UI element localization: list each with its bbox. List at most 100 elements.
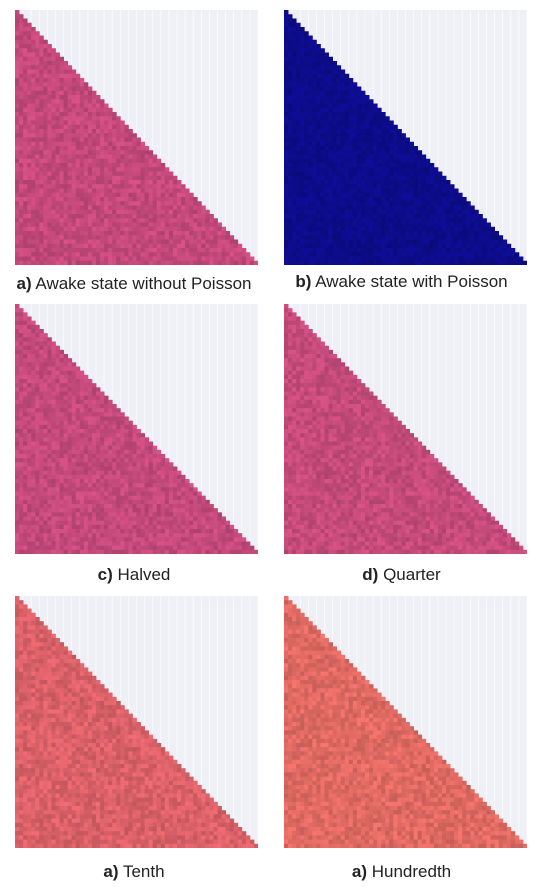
- heatmap-cell: [160, 470, 166, 476]
- heatmap-cell: [441, 192, 447, 198]
- heatmap-cell: [43, 239, 48, 245]
- heatmap-cell: [23, 483, 28, 488]
- heatmap-cell: [79, 445, 85, 451]
- heatmap-cell: [27, 479, 32, 484]
- heatmap-cell: [140, 184, 145, 189]
- heatmap-cell: [96, 146, 101, 151]
- heatmap-cell: [67, 412, 73, 417]
- heatmap-cell: [332, 226, 338, 232]
- heatmap-cell: [128, 184, 133, 189]
- heatmap-cell: [51, 470, 56, 476]
- heatmap-cell: [39, 383, 44, 388]
- heatmap-cell: [19, 78, 24, 83]
- heatmap-cell: [63, 429, 69, 434]
- heatmap-cell: [152, 449, 158, 455]
- heatmap-cell: [104, 404, 109, 409]
- heatmap-cell: [31, 56, 36, 62]
- heatmap-cell: [96, 120, 101, 126]
- heatmap-cell: [39, 48, 44, 53]
- heatmap-cell: [437, 201, 443, 206]
- heatmap-cell: [421, 256, 427, 262]
- heatmap-cell: [292, 231, 297, 236]
- heatmap-cell: [132, 205, 137, 211]
- heatmap-cell: [67, 483, 73, 488]
- heatmap-cell: [336, 129, 342, 134]
- heatmap-cell: [116, 474, 121, 480]
- heatmap-cell: [381, 243, 386, 249]
- heatmap-cell: [332, 86, 338, 92]
- heatmap-cell: [478, 256, 483, 262]
- heatmap-cell: [91, 205, 97, 211]
- heatmap-cell: [51, 86, 56, 92]
- heatmap-cell: [421, 260, 427, 265]
- heatmap-cell: [67, 226, 73, 232]
- heatmap-cell: [296, 56, 301, 62]
- heatmap-cell: [19, 175, 24, 181]
- heatmap-cell: [144, 154, 150, 160]
- heatmap-cell: [15, 158, 20, 164]
- heatmap-cell: [19, 35, 24, 41]
- heatmap-cell: [51, 163, 56, 168]
- heatmap-cell: [51, 256, 56, 262]
- heatmap-cell: [124, 466, 129, 472]
- heatmap-cell: [79, 383, 85, 388]
- heatmap-cell: [446, 201, 451, 206]
- heatmap-cell: [304, 184, 309, 189]
- heatmap-cell: [15, 86, 20, 92]
- heatmap-cell: [328, 201, 333, 206]
- heatmap-cell: [104, 180, 109, 185]
- heatmap-cell: [27, 192, 32, 198]
- heatmap-cell: [79, 487, 85, 492]
- heatmap-cell: [185, 252, 190, 257]
- heatmap-cell: [43, 424, 48, 430]
- heatmap-cell: [19, 86, 24, 92]
- heatmap-cell: [365, 231, 370, 236]
- heatmap-cell: [59, 466, 64, 472]
- heatmap-cell: [136, 454, 141, 459]
- heatmap-cell: [385, 248, 390, 253]
- heatmap-cell: [373, 201, 378, 206]
- heatmap-cell: [152, 214, 158, 219]
- heatmap-cell: [39, 399, 44, 405]
- heatmap-cell: [332, 201, 338, 206]
- heatmap-cell: [120, 466, 125, 472]
- heatmap-cell: [284, 107, 289, 113]
- heatmap-cell: [365, 103, 370, 109]
- heatmap-cell: [100, 429, 105, 434]
- heatmap-cell: [494, 239, 500, 245]
- heatmap-cell: [209, 226, 214, 232]
- heatmap-cell: [201, 222, 206, 228]
- heatmap-cell: [156, 491, 162, 497]
- heatmap-cell: [47, 487, 52, 492]
- heatmap-cell: [421, 158, 427, 164]
- heatmap-cell: [441, 184, 447, 189]
- heatmap-cell: [43, 192, 48, 198]
- heatmap-cell: [39, 52, 44, 58]
- heatmap-cell: [116, 495, 121, 501]
- heatmap-cell: [128, 458, 133, 463]
- heatmap-cell: [320, 184, 325, 189]
- heatmap-cell: [128, 479, 133, 484]
- heatmap-cell: [55, 408, 60, 413]
- heatmap-cell: [51, 146, 56, 151]
- heatmap-cell: [168, 470, 174, 476]
- heatmap-cell: [104, 107, 109, 113]
- heatmap-cell: [462, 218, 467, 223]
- heatmap-cell: [27, 61, 32, 66]
- heatmap-cell: [71, 107, 77, 113]
- heatmap-cell: [75, 383, 81, 388]
- heatmap-cell: [413, 175, 419, 181]
- heatmap-cell: [296, 243, 301, 249]
- heatmap-cell: [304, 209, 309, 215]
- heatmap-cell: [312, 73, 317, 79]
- heatmap-cell: [433, 252, 439, 257]
- heatmap-cell: [23, 235, 28, 240]
- heatmap-cell: [369, 141, 374, 147]
- heatmap-cell: [401, 167, 406, 172]
- heatmap-cell: [47, 65, 52, 70]
- heatmap-cell: [35, 129, 40, 134]
- heatmap-cell: [324, 124, 329, 130]
- heatmap-cell: [304, 154, 309, 160]
- heatmap-cell: [15, 107, 20, 113]
- heatmap-cell: [120, 504, 125, 509]
